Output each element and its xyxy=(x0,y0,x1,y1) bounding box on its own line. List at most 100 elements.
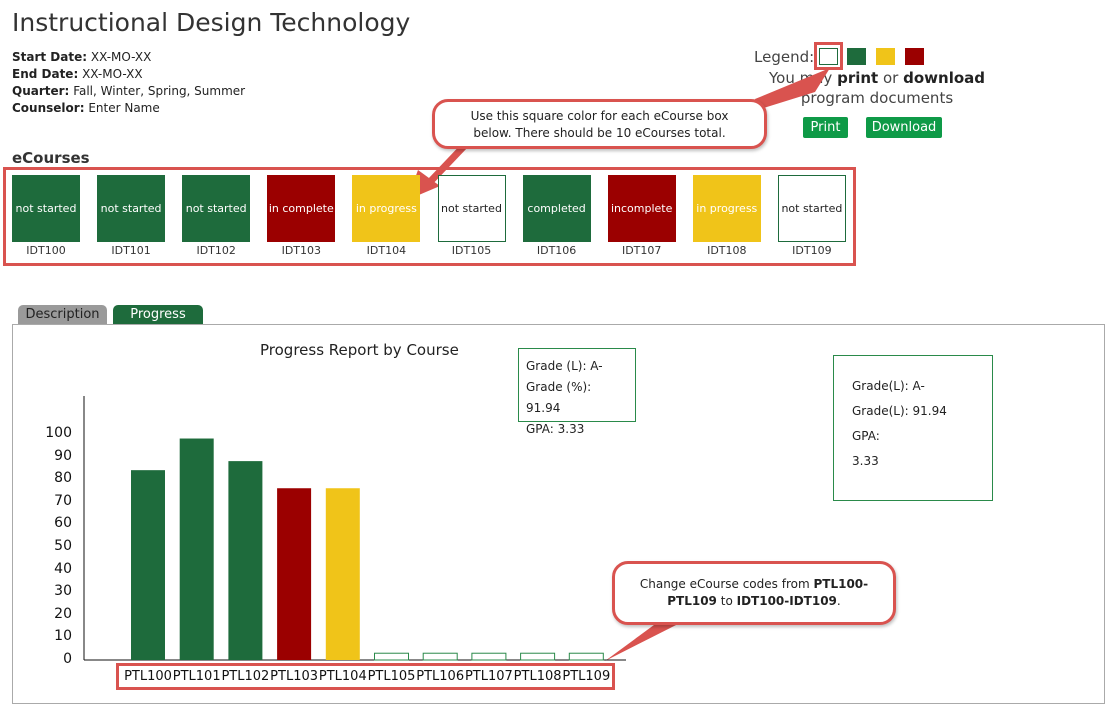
y-tick-label: 70 xyxy=(54,492,72,509)
ecourse-code: IDT107 xyxy=(621,244,662,257)
legend-swatch-not-started xyxy=(819,48,838,65)
counselor-label: Counselor: xyxy=(12,101,85,115)
program-meta: Start Date: XX-MO-XX End Date: XX-MO-XX … xyxy=(12,49,245,117)
bar-ptl103 xyxy=(277,488,312,660)
quarter-label: Quarter: xyxy=(12,84,70,98)
bar-ptl101 xyxy=(179,438,214,660)
ecourse-idt107[interactable]: incomplete IDT107 xyxy=(607,175,676,257)
bar-ptl106 xyxy=(422,652,458,661)
legend-highlight xyxy=(814,42,843,70)
start-date-label: Start Date: xyxy=(12,50,88,64)
x-tick-label: PTL104 xyxy=(318,669,367,684)
ecourses-heading: eCourses xyxy=(12,149,90,167)
ecourse-box[interactable]: not started xyxy=(12,175,80,242)
ecourse-idt100[interactable]: not started IDT100 xyxy=(12,175,80,257)
arrow-shaft xyxy=(425,139,471,187)
legend-swatch-completed xyxy=(847,48,866,65)
bar-ptl100 xyxy=(131,470,165,660)
documents-line2: program documents xyxy=(800,89,954,107)
x-tick-label: PTL108 xyxy=(513,669,562,684)
ecourse-idt103[interactable]: in complete IDT103 xyxy=(267,175,336,257)
legend-callout-tail xyxy=(755,68,830,110)
x-tick-label: PTL100 xyxy=(124,669,172,684)
legend-label: Legend: xyxy=(754,48,815,66)
ecourse-code: IDT106 xyxy=(536,244,577,257)
tab-description[interactable]: Description xyxy=(18,305,107,325)
x-tick-label: PTL103 xyxy=(270,669,319,684)
y-tick-label: 80 xyxy=(54,470,72,487)
grade-gpa: GPA: 3.33 xyxy=(526,422,585,436)
grade-detail-box: Grade(L): A- Grade(L): 91.94 GPA: 3.33 xyxy=(833,355,993,501)
download-button[interactable]: Download xyxy=(866,117,942,138)
legend-swatch-incomplete xyxy=(905,48,924,65)
ecourse-idt108[interactable]: in progress IDT108 xyxy=(692,175,761,257)
bar-ptl104 xyxy=(325,488,360,660)
x-tick-label: PTL105 xyxy=(367,669,416,684)
ecourse-idt102[interactable]: not started IDT102 xyxy=(182,175,251,257)
x-tick-label: PTL101 xyxy=(172,669,221,684)
y-tick-label: 40 xyxy=(54,560,72,577)
bar-ptl102 xyxy=(228,461,263,660)
ecourse-box[interactable]: not started xyxy=(777,175,846,242)
codes-callout: Change eCourse codes from PTL100-PTL109 … xyxy=(612,561,896,625)
bar-ptl105 xyxy=(374,652,409,661)
codes-callout-pre: Change eCourse codes from xyxy=(639,577,814,591)
legend-swatch-in-progress xyxy=(876,48,895,65)
ecourse-code: IDT100 xyxy=(26,244,66,257)
codes-callout-end: . xyxy=(836,594,841,608)
ecourse-idt105[interactable]: not started IDT105 xyxy=(437,175,506,257)
ecourse-idt101[interactable]: not started IDT101 xyxy=(97,175,166,257)
ecourse-code: IDT109 xyxy=(792,244,832,257)
bar-ptl107 xyxy=(471,652,507,661)
ecourse-box[interactable]: not started xyxy=(97,175,166,242)
grade-letter: Grade (L): A- xyxy=(526,359,603,373)
y-tick-label: 50 xyxy=(54,538,72,554)
codes-callout-to: IDT100-IDT109 xyxy=(736,594,837,608)
grade-detail-line3: 3.33 xyxy=(852,454,879,468)
ecourse-code: IDT108 xyxy=(707,244,747,257)
ecourse-idt104[interactable]: in progress IDT104 xyxy=(352,175,421,257)
ecourse-idt106[interactable]: completed IDT106 xyxy=(522,175,591,257)
chart-title: Progress Report by Course xyxy=(260,341,459,359)
grade-detail-line2: Grade(L): 91.94 GPA: xyxy=(852,404,947,443)
ecourse-idt109[interactable]: not started IDT109 xyxy=(777,175,846,257)
x-tick-label: PTL109 xyxy=(562,669,611,684)
codes-callout-mid: to xyxy=(716,594,737,608)
bar-ptl108 xyxy=(520,652,556,661)
ecourse-box[interactable]: not started xyxy=(182,175,251,242)
grade-percent: Grade (%): 91.94 xyxy=(526,380,592,415)
y-tick-label: 10 xyxy=(54,628,72,645)
ecourse-box[interactable]: completed xyxy=(522,175,591,242)
ecourse-code: IDT101 xyxy=(111,244,151,257)
counselor-value: Enter Name xyxy=(88,101,160,115)
ecourse-code: IDT102 xyxy=(196,244,236,257)
x-tick-label: PTL106 xyxy=(416,669,465,684)
tab-progress[interactable]: Progress xyxy=(113,305,203,325)
x-tick-label: PTL107 xyxy=(464,669,513,684)
grade-summary-box: Grade (L): A- Grade (%): 91.94 GPA: 3.33 xyxy=(518,348,636,436)
ecourse-box[interactable]: incomplete xyxy=(607,175,676,242)
or-word: or xyxy=(878,69,904,87)
ecourse-code: IDT103 xyxy=(281,244,322,257)
y-tick-label: 20 xyxy=(54,605,72,622)
ecourse-box[interactable]: in progress xyxy=(352,175,421,242)
y-tick-label: 30 xyxy=(54,583,72,600)
ecourse-box[interactable]: in complete xyxy=(267,175,336,242)
course-codes-highlight xyxy=(116,663,615,690)
ecourse-box[interactable]: not started xyxy=(437,175,506,242)
codes-callout-from: PTL100-PTL109 xyxy=(667,577,869,608)
grade-detail-line1: Grade(L): A- xyxy=(852,379,925,393)
x-tick-label: PTL102 xyxy=(221,669,270,684)
print-word: print xyxy=(837,69,879,87)
download-word: download xyxy=(903,69,985,87)
y-tick-label: 90 xyxy=(54,447,72,464)
print-button[interactable]: Print xyxy=(803,117,848,138)
end-date-value: XX-MO-XX xyxy=(82,67,143,81)
end-date-label: End Date: xyxy=(12,67,79,81)
y-tick-label: 60 xyxy=(54,515,72,532)
ecourse-box[interactable]: in progress xyxy=(692,175,761,242)
y-tick-label: 100 xyxy=(45,425,72,441)
legend-callout: Use this square color for each eCourse b… xyxy=(432,99,767,149)
ecourse-code: IDT104 xyxy=(366,244,407,257)
quarter-value: Fall, Winter, Spring, Summer xyxy=(73,84,246,98)
